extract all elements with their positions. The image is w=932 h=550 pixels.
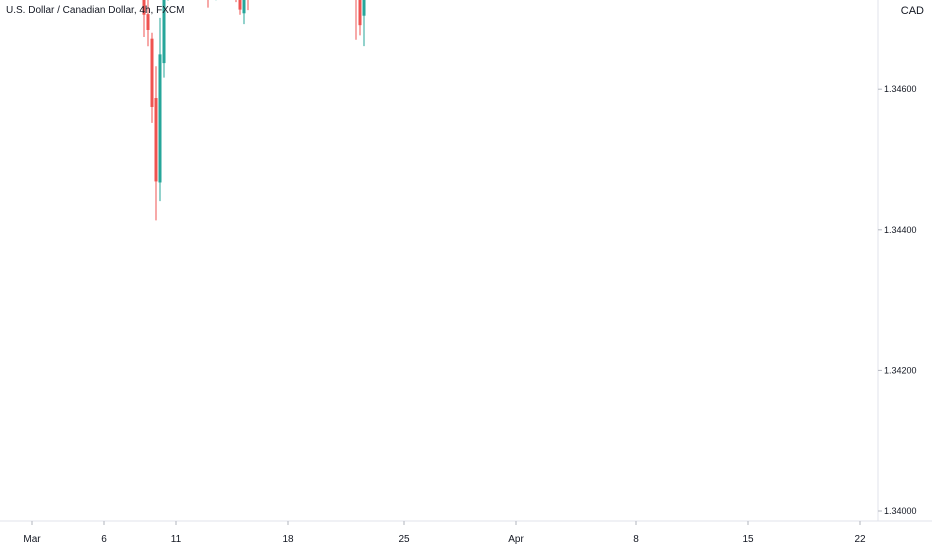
candles <box>142 0 366 221</box>
candle <box>158 17 162 202</box>
candle-body <box>146 14 150 30</box>
candle <box>154 66 158 221</box>
candle-body <box>362 0 366 16</box>
candle <box>235 0 237 3</box>
candle <box>146 0 150 47</box>
candle <box>242 0 246 25</box>
price-axis-ticks: 1.34000 1.34200 1.34400 1.34600 <box>878 84 917 516</box>
time-tick-label: 11 <box>171 534 182 545</box>
candle <box>167 0 169 1</box>
candle-body <box>162 0 166 64</box>
candle <box>238 0 242 15</box>
time-tick-label: 8 <box>633 534 639 545</box>
chart-title: U.S. Dollar / Canadian Dollar, 4h, FXCM <box>6 5 185 16</box>
candle <box>355 0 357 40</box>
time-tick-label: 22 <box>854 534 866 545</box>
candle-body <box>242 0 246 14</box>
time-tick-label: Mar <box>23 534 41 545</box>
candle-body <box>238 0 242 10</box>
price-tick-label: 1.34600 <box>884 84 917 94</box>
candle <box>362 0 366 47</box>
candle-body <box>154 98 158 182</box>
candle-body <box>158 54 162 183</box>
candle <box>358 0 362 36</box>
price-tick-label: 1.34200 <box>884 365 917 375</box>
time-tick-label: 15 <box>742 534 754 545</box>
candle <box>150 32 154 123</box>
price-tick-label: 1.34000 <box>884 506 917 516</box>
candle <box>162 0 166 78</box>
candle-body <box>358 0 362 26</box>
time-tick-label: Apr <box>508 534 524 545</box>
candle <box>142 0 146 37</box>
currency-label[interactable]: CAD <box>900 5 924 17</box>
time-tick-label: 18 <box>282 534 294 545</box>
candle <box>247 0 249 11</box>
candle-body <box>150 38 154 107</box>
price-tick-label: 1.34400 <box>884 225 917 235</box>
time-axis-ticks: Mar 6 11 18 25 Apr 8 15 22 <box>23 521 866 545</box>
candle-body <box>142 0 146 15</box>
candle <box>207 0 209 8</box>
time-tick-label: 6 <box>101 534 107 545</box>
time-tick-label: 25 <box>398 534 410 545</box>
